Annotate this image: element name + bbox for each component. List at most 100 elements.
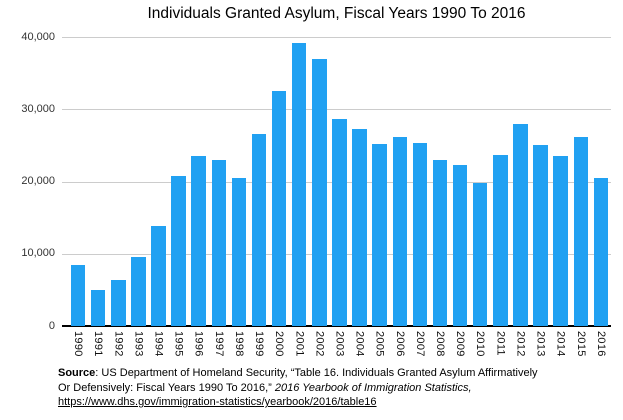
x-tick-slot-2002: 2002 [309,331,329,357]
x-tick-slot-2006: 2006 [390,331,410,357]
bar-slot-2002 [309,37,329,326]
source-line-1: Source: US Department of Homeland Securi… [58,366,593,381]
x-tick-slot-2014: 2014 [551,331,571,357]
bar-slot-2014 [551,37,571,326]
x-tick-2014: 2014 [554,331,567,357]
bar-1995 [171,176,186,326]
bar-2013 [533,145,548,326]
bar-2005 [372,143,387,326]
x-tick-2001: 2001 [293,331,306,357]
x-tick-1994: 1994 [152,331,165,357]
source-link[interactable]: https://www.dhs.gov/immigration-statisti… [58,396,377,409]
bar-slot-2013 [531,37,551,326]
x-tick-slot-2016: 2016 [591,331,611,357]
x-tick-slot-1991: 1991 [88,331,108,357]
bar-slot-2006 [390,37,410,326]
bar-1990 [70,264,86,326]
x-tick-slot-1997: 1997 [209,331,229,357]
y-axis-labels: 0 10,000 20,000 30,000 40,000 [0,31,55,332]
x-tick-1990: 1990 [72,331,85,357]
x-tick-slot-2007: 2007 [410,331,430,357]
source-note: Source: US Department of Homeland Securi… [58,366,593,410]
bar-2000 [271,91,287,326]
bar-2012 [513,123,528,326]
x-tick-2011: 2011 [494,331,507,356]
bar-slot-2003 [329,37,349,326]
bar-2006 [392,137,408,326]
x-tick-1991: 1991 [92,331,105,357]
x-tick-2004: 2004 [353,331,366,357]
x-tick-slot-2001: 2001 [289,331,309,357]
x-tick-slot-1990: 1990 [68,331,88,357]
bar-2015 [573,137,589,326]
bar-slot-1999 [249,37,269,326]
x-tick-1992: 1992 [112,331,125,357]
bar-slot-2016 [591,37,611,326]
bar-2004 [352,128,367,326]
chart-title: Individuals Granted Asylum, Fiscal Years… [147,5,526,22]
x-tick-1996: 1996 [192,331,205,357]
y-tick-10000: 10,000 [21,247,55,260]
bar-slot-2001 [289,37,309,326]
bar-1991 [90,289,106,326]
x-tick-slot-2008: 2008 [430,331,450,357]
x-tick-2016: 2016 [594,331,607,357]
bar-slot-2011 [490,37,510,326]
source-text-italic: 2016 Yearbook of Immigration Statistics, [274,381,472,394]
x-tick-2005: 2005 [373,331,386,357]
x-tick-2006: 2006 [393,331,406,357]
x-axis-labels: 1990 1991 1992 1993 1994 1995 1996 1997 1998 1999… [68,331,611,357]
x-tick-2003: 2003 [333,331,346,357]
bar-slot-1992 [108,37,128,326]
x-tick-2007: 2007 [413,331,426,357]
x-tick-slot-1994: 1994 [148,331,168,357]
x-tick-slot-2011: 2011 [490,331,510,357]
bar-slot-1991 [88,37,108,326]
bar-2003 [332,118,347,326]
bar-2002 [312,59,327,326]
x-tick-slot-2004: 2004 [350,331,370,357]
bar-slot-1990 [68,37,88,326]
x-tick-slot-1995: 1995 [169,331,189,357]
y-tick-20000: 20,000 [21,175,55,187]
x-tick-slot-1998: 1998 [229,331,249,357]
x-tick-slot-2009: 2009 [450,331,470,357]
x-tick-2009: 2009 [454,331,467,357]
bar-2009 [452,165,468,326]
bar-1994 [151,226,166,326]
bar-slot-2012 [510,37,530,326]
bar-slot-1996 [189,37,209,326]
bar-1999 [251,134,267,326]
bar-slot-2009 [450,37,470,326]
bar-slot-2015 [571,37,591,326]
x-tick-slot-1993: 1993 [128,331,148,357]
source-text-2: Or Defensively: Fiscal Years 1990 To 201… [58,381,275,394]
bar-slot-1994 [148,37,168,326]
bar-2001 [292,43,307,326]
x-tick-1999: 1999 [253,331,266,357]
bar-slot-1997 [209,37,229,326]
gridline-40000 [62,37,611,38]
bar-2016 [593,178,609,326]
x-tick-slot-2010: 2010 [470,331,490,357]
bar-slot-2005 [370,37,390,326]
bar-2007 [412,143,428,326]
bar-1998 [231,177,247,326]
bar-slot-2007 [410,37,430,326]
y-tick-30000: 30,000 [21,102,55,115]
x-tick-2012: 2012 [514,331,527,357]
x-tick-slot-2005: 2005 [370,331,390,357]
bar-slot-2004 [350,37,370,326]
bar-1997 [211,160,227,326]
bar-slot-2010 [470,37,490,326]
y-tick-40000: 40,000 [21,30,55,43]
bar-slot-2008 [430,37,450,326]
bars-container [68,37,611,326]
bar-slot-1995 [169,37,189,326]
x-tick-slot-1992: 1992 [108,331,128,357]
gridline-30000 [62,109,611,111]
source-label: Source [58,367,96,379]
x-tick-2015: 2015 [574,331,587,357]
x-tick-2013: 2013 [534,331,547,357]
x-tick-1993: 1993 [132,331,145,357]
